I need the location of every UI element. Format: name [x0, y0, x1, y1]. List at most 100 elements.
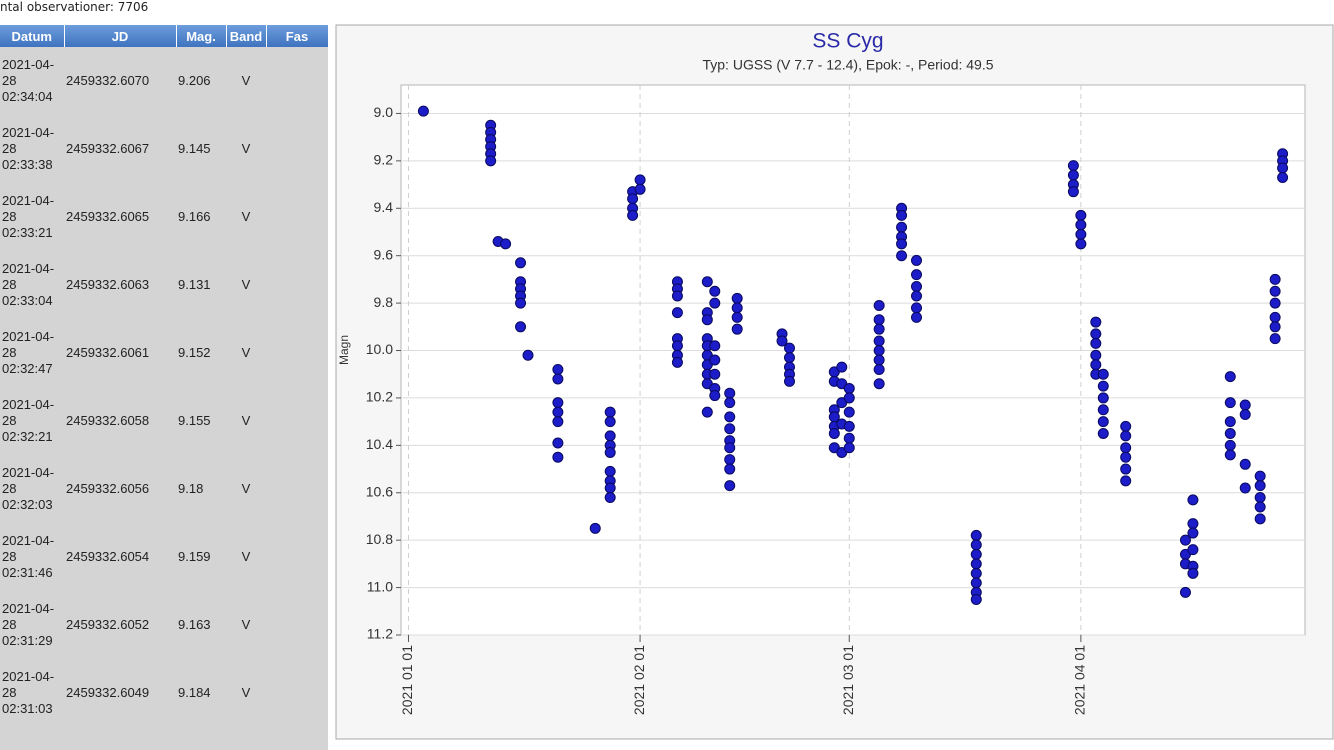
data-point — [1075, 228, 1087, 240]
data-point — [843, 382, 855, 394]
data-point — [1239, 409, 1251, 421]
data-point — [843, 442, 855, 454]
table-cell: V — [241, 209, 251, 224]
data-point — [701, 314, 713, 326]
data-point — [970, 567, 982, 579]
table-row: 2021-04-28 02:33:38 2459332.6067 9.145 V — [0, 115, 328, 183]
table-cell: 2021-04-28 02:31:46 — [2, 533, 55, 580]
data-point — [671, 307, 683, 319]
data-point — [1097, 368, 1109, 380]
data-point — [634, 183, 646, 195]
data-point — [1075, 219, 1087, 231]
column-header: Band — [226, 25, 267, 47]
data-point — [896, 250, 908, 262]
data-point — [1239, 482, 1251, 494]
observation-count: ntal observationer: 7706 — [0, 0, 149, 14]
data-point — [604, 406, 616, 418]
data-point — [896, 209, 908, 221]
table-cell: 2021-04-28 02:34:04 — [2, 57, 55, 104]
table-row: 2021-04-28 02:33:04 2459332.6063 9.131 V — [0, 251, 328, 319]
table-row: 2021-04-28 02:34:04 2459332.6070 9.206 V — [0, 47, 328, 115]
data-point — [1187, 544, 1199, 556]
y-tick-label: 10.0 — [366, 341, 393, 357]
x-tick-label: 2021 02 01 — [631, 645, 647, 715]
data-point — [1269, 273, 1281, 285]
data-point — [1120, 442, 1132, 454]
data-point — [1187, 494, 1199, 506]
y-tick-label: 11.0 — [367, 578, 393, 594]
data-point — [724, 387, 736, 399]
table-cell: V — [241, 481, 251, 496]
data-point — [515, 257, 527, 269]
data-point — [1097, 427, 1109, 439]
table-cell: V — [241, 141, 251, 156]
y-tick-label: 11.2 — [367, 626, 393, 642]
data-point — [1269, 333, 1281, 345]
table-cell: 2459332.6067 — [66, 141, 150, 156]
table-cell: 9.145 — [178, 141, 211, 156]
y-tick-label: 9.2 — [374, 152, 394, 168]
data-point — [724, 397, 736, 409]
chart-title: SS Cyg — [812, 30, 883, 53]
data-point — [709, 354, 721, 366]
table-cell: 9.131 — [178, 277, 211, 292]
data-point — [1269, 321, 1281, 333]
table-cell: 9.206 — [178, 73, 211, 88]
data-point — [1090, 328, 1102, 340]
data-point — [1224, 439, 1236, 451]
table-cell: 2021-04-28 02:32:47 — [2, 329, 55, 376]
table-row: 2021-04-28 02:31:03 2459332.6049 9.184 V — [0, 659, 328, 727]
table-cell: 9.166 — [178, 209, 211, 224]
data-point — [1120, 475, 1132, 487]
table-cell: 2459332.6061 — [66, 345, 150, 360]
data-point — [970, 539, 982, 551]
data-point — [1097, 392, 1109, 404]
data-point — [970, 593, 982, 605]
data-point — [552, 451, 564, 463]
column-header: Fas — [266, 25, 328, 47]
table-row: 2021-04-28 02:32:47 2459332.6061 9.152 V — [0, 319, 328, 387]
data-point — [701, 276, 713, 288]
data-point — [604, 430, 616, 442]
header-row: Datum JD Mag. Band Fas — [0, 25, 328, 47]
data-point — [1254, 492, 1266, 503]
y-tick-label: 10.4 — [366, 436, 393, 452]
data-point — [843, 420, 855, 432]
table-cell: 2459332.6063 — [66, 277, 150, 292]
table-cell: 2021-04-28 02:31:29 — [2, 601, 55, 648]
data-point — [552, 363, 564, 375]
data-point — [873, 378, 885, 390]
data-point — [1277, 171, 1289, 183]
data-point — [552, 397, 564, 409]
table-cell: 2459332.6054 — [66, 549, 150, 564]
data-point — [1254, 513, 1266, 525]
table-cell: V — [241, 685, 251, 700]
table-cell: 9.18 — [178, 481, 204, 496]
data-point — [1075, 209, 1087, 221]
data-point — [500, 238, 512, 250]
table-cell: 9.152 — [178, 345, 211, 360]
data-point — [1269, 285, 1281, 297]
column-header: Datum — [0, 25, 65, 47]
data-point — [843, 392, 855, 404]
data-point — [1269, 311, 1281, 323]
column-header: Mag. — [176, 25, 227, 47]
data-point — [671, 340, 683, 352]
data-point — [873, 345, 885, 357]
y-tick-label: 9.4 — [374, 199, 394, 215]
table-row: 2021-04-28 02:31:46 2459332.6054 9.159 V — [0, 523, 328, 591]
data-point — [970, 548, 982, 560]
y-tick-label: 10.6 — [366, 483, 393, 499]
table-panel: Datum JD Mag. Band Fas 2021-04-28 02:34:04 24… — [0, 25, 328, 750]
data-point — [911, 290, 923, 302]
y-tick-label: 10.2 — [366, 389, 393, 405]
table-cell: 2459332.6056 — [66, 481, 150, 496]
data-point — [604, 465, 616, 477]
data-point — [783, 342, 795, 354]
data-point — [896, 238, 908, 250]
data-point — [515, 297, 527, 309]
table-cell: 2459332.6070 — [66, 73, 150, 88]
data-point — [724, 480, 736, 492]
x-tick-label: 2021 04 01 — [1072, 645, 1088, 715]
table-cell: V — [241, 73, 251, 88]
